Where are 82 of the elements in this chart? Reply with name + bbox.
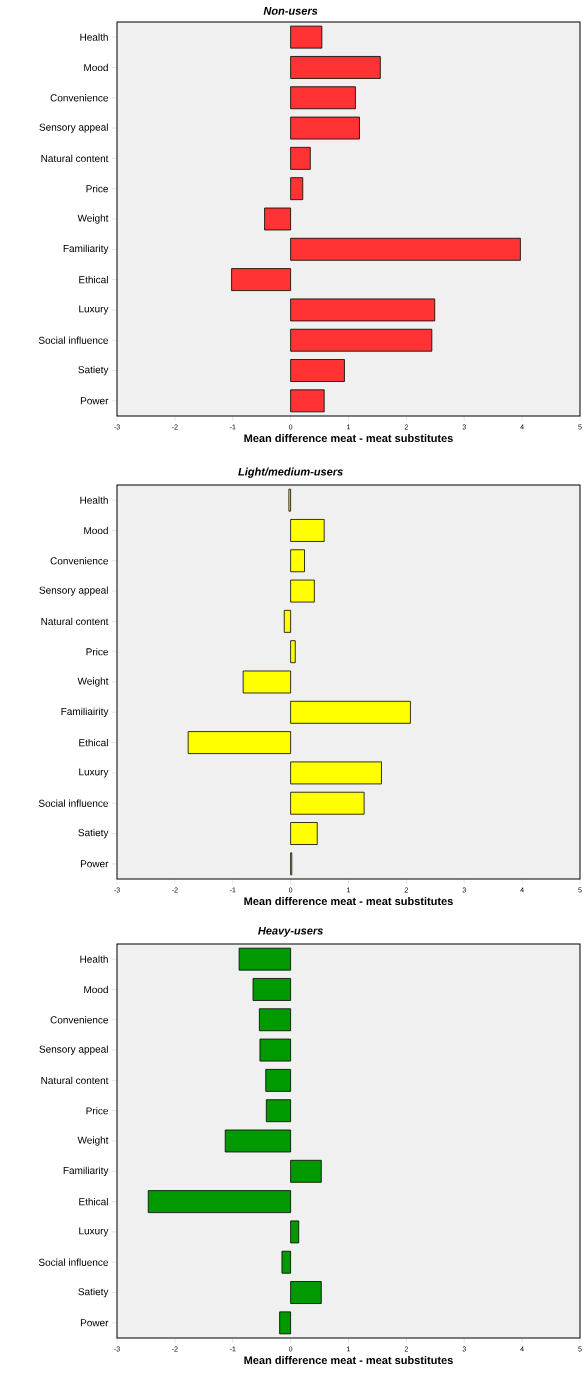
y-tick-label: Weight: [77, 214, 109, 224]
bar: [290, 519, 325, 542]
y-tick-label: Mood: [84, 985, 108, 994]
bar: [290, 177, 304, 201]
y-tick-label: Power: [80, 397, 109, 405]
bar: [290, 146, 311, 170]
bar: [290, 328, 433, 352]
bar: [290, 25, 323, 49]
y-tick-label: Satiety: [78, 828, 109, 839]
bar: [224, 1129, 291, 1153]
bar: [281, 1250, 291, 1274]
chart-title: Light/medium-users: [238, 467, 343, 478]
bar: [290, 640, 296, 664]
y-tick-label: Health: [80, 955, 108, 963]
bar: [231, 268, 291, 291]
bar: [290, 822, 318, 845]
y-tick-label: Health: [80, 33, 108, 41]
bar: [147, 1190, 291, 1214]
y-tick-label: Natural content: [41, 1076, 109, 1085]
bar: [265, 1068, 291, 1092]
y-tick-label: Ethical: [79, 738, 108, 747]
bar: [259, 1038, 291, 1062]
y-tick-label: Mood: [84, 63, 108, 72]
x-axis-title: Mean difference meat - meat substitutes: [244, 434, 453, 443]
bar: [283, 609, 291, 633]
bar: [264, 207, 291, 231]
y-tick-label: Luxury: [79, 1227, 109, 1237]
y-tick-label: Mood: [84, 526, 108, 535]
y-tick-label: Luxury: [79, 305, 109, 315]
bar: [290, 56, 381, 79]
y-tick-label: Sensory appeal: [39, 586, 108, 596]
y-tick-label: Sensory appeal: [39, 1045, 108, 1055]
y-tick-label: Price: [86, 648, 108, 656]
y-tick-label: Ethical: [79, 275, 108, 284]
y-tick-label: Convenience: [50, 1016, 108, 1024]
y-tick-label: Convenience: [50, 94, 108, 102]
y-tick-label: Power: [80, 860, 109, 868]
y-tick-label: Social influence: [38, 336, 108, 344]
bar: [290, 549, 305, 573]
y-tick-label: Weight: [77, 677, 109, 687]
x-axis-title: Mean difference meat - meat substitutes: [244, 1356, 453, 1365]
y-tick-label: Convenience: [50, 557, 108, 565]
bar: [290, 1281, 322, 1304]
bar: [290, 761, 382, 785]
y-tick-label: Satiety: [78, 1287, 109, 1298]
chart-title: Heavy-users: [257, 926, 323, 937]
bar: [252, 978, 291, 1001]
y-tick-label: Familiarity: [63, 244, 109, 254]
y-tick-label: Familiarity: [63, 1166, 109, 1176]
chart-title: Non-users: [263, 7, 318, 15]
bar: [265, 1099, 291, 1123]
y-tick-label: Luxury: [79, 768, 109, 778]
bar: [290, 1159, 322, 1183]
y-tick-label: Social influence: [38, 799, 108, 807]
y-tick-label: Price: [86, 185, 108, 193]
bar: [258, 1008, 291, 1032]
bar: [290, 700, 411, 724]
bar: [187, 731, 291, 755]
y-tick-label: Social influence: [38, 1258, 108, 1266]
y-tick-label: Satiety: [78, 365, 109, 376]
y-tick-label: Natural content: [41, 154, 109, 163]
y-tick-label: Natural content: [41, 617, 109, 626]
y-tick-label: Weight: [77, 1136, 109, 1146]
bar: [290, 1220, 299, 1244]
bar: [290, 86, 356, 110]
y-tick-label: Ethical: [79, 1197, 108, 1206]
bar: [290, 298, 435, 322]
bar: [290, 579, 315, 603]
bar: [290, 359, 345, 382]
y-tick-label: Price: [86, 1107, 108, 1115]
bar: [238, 947, 291, 971]
bar: [290, 791, 365, 815]
x-axis-title: Mean difference meat - meat substitutes: [244, 897, 453, 906]
bar: [290, 116, 360, 140]
y-tick-label: Sensory appeal: [39, 123, 108, 133]
bar: [290, 237, 521, 261]
bar: [242, 670, 291, 694]
y-tick-label: Familiairity: [61, 707, 109, 717]
y-tick-label: Power: [80, 1319, 109, 1327]
bar: [279, 1311, 291, 1335]
bar: [290, 389, 325, 413]
y-tick-label: Health: [80, 496, 108, 504]
